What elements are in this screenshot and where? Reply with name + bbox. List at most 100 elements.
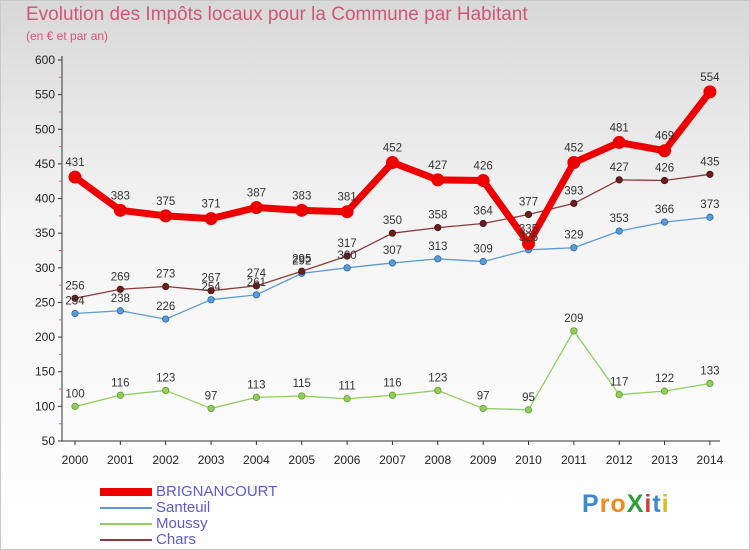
data-point-moussy xyxy=(162,386,170,395)
data-label-chars: 427 xyxy=(610,162,629,174)
legend-swatch xyxy=(100,523,152,525)
data-label-chars: 393 xyxy=(564,185,583,197)
y-tick-label: 150 xyxy=(35,365,55,379)
x-tick-label: 2014 xyxy=(697,453,724,467)
legend-swatch xyxy=(100,507,152,509)
data-point-santeuil xyxy=(660,218,669,226)
x-tick-label: 2005 xyxy=(288,453,315,467)
data-label-chars: 358 xyxy=(428,210,447,222)
data-label-moussy: 209 xyxy=(564,313,583,325)
data-label-santeuil: 261 xyxy=(247,277,266,289)
data-point-chars xyxy=(388,229,397,237)
data-point-chars xyxy=(343,252,351,260)
data-point-brignancourt xyxy=(476,174,490,188)
data-label-santeuil: 366 xyxy=(655,204,674,216)
data-point-moussy xyxy=(71,402,79,410)
data-label-brignancourt: 431 xyxy=(65,157,84,169)
data-point-moussy xyxy=(388,391,397,399)
axes: 50 100 150 200 250 300 350 400 450 500 550 600 2000 2… xyxy=(35,53,724,467)
data-label-moussy: 97 xyxy=(205,390,218,402)
data-label-moussy: 111 xyxy=(338,381,355,393)
data-label-chars: 364 xyxy=(474,205,494,217)
data-point-santeuil xyxy=(343,264,351,272)
data-label-santeuil: 307 xyxy=(383,245,402,257)
data-point-brignancourt xyxy=(159,209,173,223)
data-point-moussy xyxy=(660,387,669,395)
y-tick-label: 300 xyxy=(35,261,55,275)
legend-swatch xyxy=(100,539,152,541)
data-point-chars xyxy=(434,224,442,232)
data-label-chars: 274 xyxy=(247,268,267,280)
data-label-chars: 295 xyxy=(292,253,311,265)
data-point-chars xyxy=(615,176,623,184)
logo-letter: i xyxy=(644,490,653,518)
data-point-brignancourt xyxy=(204,212,218,226)
data-point-moussy xyxy=(343,395,351,403)
data-label-brignancourt: 452 xyxy=(564,143,583,155)
x-tick-label: 2004 xyxy=(243,453,270,467)
legend-swatch xyxy=(100,488,152,496)
data-point-santeuil xyxy=(479,257,487,266)
y-tick-label: 200 xyxy=(35,330,55,344)
data-point-chars xyxy=(570,199,578,207)
x-tick-label: 2008 xyxy=(424,453,451,467)
y-tick-label: 400 xyxy=(35,192,55,206)
data-label-brignancourt: 387 xyxy=(247,188,266,200)
data-point-santeuil xyxy=(252,291,260,299)
chart-title: Evolution des Impôts locaux pour la Comm… xyxy=(26,4,528,25)
data-label-chars: 269 xyxy=(111,271,130,283)
data-point-santeuil xyxy=(388,259,397,267)
x-tick-label: 2007 xyxy=(379,453,406,467)
data-label-santeuil: 300 xyxy=(338,250,357,262)
logo-letter: r xyxy=(599,490,611,518)
data-point-chars xyxy=(252,282,260,290)
data-label-brignancourt: 481 xyxy=(610,122,629,134)
data-label-moussy: 100 xyxy=(65,388,84,400)
x-tick-label: 2006 xyxy=(334,453,361,467)
data-label-brignancourt: 427 xyxy=(428,160,447,172)
data-point-chars xyxy=(298,267,306,275)
data-point-moussy xyxy=(570,327,578,335)
data-label-chars: 426 xyxy=(655,163,674,175)
data-label-brignancourt: 554 xyxy=(700,72,720,84)
data-point-brignancourt xyxy=(612,135,626,149)
data-point-moussy xyxy=(252,393,260,401)
data-point-santeuil xyxy=(207,296,215,304)
data-label-moussy: 113 xyxy=(247,379,265,391)
data-label-santeuil: 238 xyxy=(111,293,130,305)
data-label-brignancourt: 335 xyxy=(519,224,538,236)
series-lines xyxy=(68,85,717,414)
data-point-santeuil xyxy=(434,255,442,263)
data-label-moussy: 122 xyxy=(655,373,674,385)
logo-letter: i xyxy=(661,490,670,518)
data-point-chars xyxy=(479,219,487,228)
y-tick-label: 250 xyxy=(35,295,55,309)
x-tick-label: 2011 xyxy=(561,453,587,467)
data-label-santeuil: 353 xyxy=(610,213,629,225)
legend-label: Chars xyxy=(156,531,197,548)
data-label-moussy: 117 xyxy=(610,377,628,389)
data-point-brignancourt xyxy=(522,237,535,251)
data-point-santeuil xyxy=(615,227,623,235)
y-tick-label: 50 xyxy=(42,434,56,448)
data-label-brignancourt: 381 xyxy=(338,192,357,204)
data-label-santeuil: 309 xyxy=(474,244,493,256)
data-point-brignancourt xyxy=(113,203,127,217)
data-label-santeuil: 292 xyxy=(292,255,311,267)
logo-letter: X xyxy=(626,490,645,518)
data-label-moussy: 123 xyxy=(156,372,175,384)
data-label-moussy: 133 xyxy=(700,366,719,378)
data-label-brignancourt: 426 xyxy=(474,161,493,173)
data-label-chars: 317 xyxy=(338,238,357,250)
data-point-brignancourt xyxy=(385,156,399,170)
y-tick-label: 600 xyxy=(35,53,55,67)
logo-letter: t xyxy=(652,490,662,518)
data-label-chars: 377 xyxy=(519,196,538,208)
data-point-chars xyxy=(71,294,79,302)
data-label-brignancourt: 383 xyxy=(111,190,130,202)
data-label-santeuil: 373 xyxy=(700,199,719,211)
data-label-santeuil: 254 xyxy=(201,282,221,294)
x-tick-label: 2001 xyxy=(107,453,134,467)
x-tick-label: 2012 xyxy=(606,453,633,467)
